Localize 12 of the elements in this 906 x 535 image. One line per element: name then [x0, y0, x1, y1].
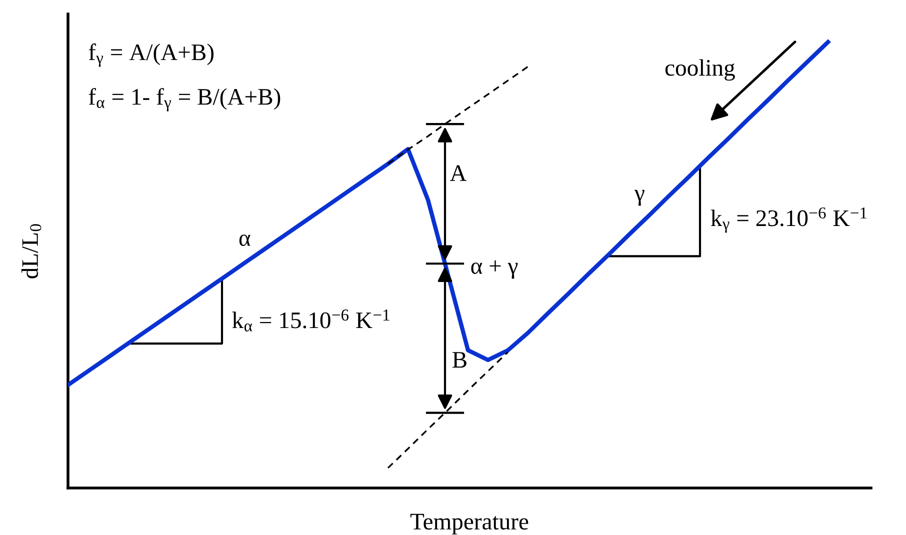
- annotation: α + γ: [471, 260, 518, 279]
- annotation: f$_{α}$ = 1- f$_{γ}$ = B/(A+B): [88, 88, 280, 112]
- annotation: k$_{γ}$ = 23.10$^{−6}$ K$^{−1}$: [710, 207, 867, 233]
- annotation: A: [450, 165, 467, 181]
- annotation: cooling: [665, 59, 735, 81]
- annotation: k$_{α}$ = 15.10$^{−6}$ K$^{−1}$: [232, 310, 390, 332]
- annotation: B: [452, 352, 466, 368]
- annotation: α: [239, 234, 250, 246]
- annotation: f$_{γ}$ = A/(A+B): [88, 43, 214, 67]
- annotation: γ: [634, 190, 644, 206]
- x-axis-title: Temperature: [410, 514, 528, 534]
- y-axis-title: dL/L$_{0}$: [21, 224, 42, 278]
